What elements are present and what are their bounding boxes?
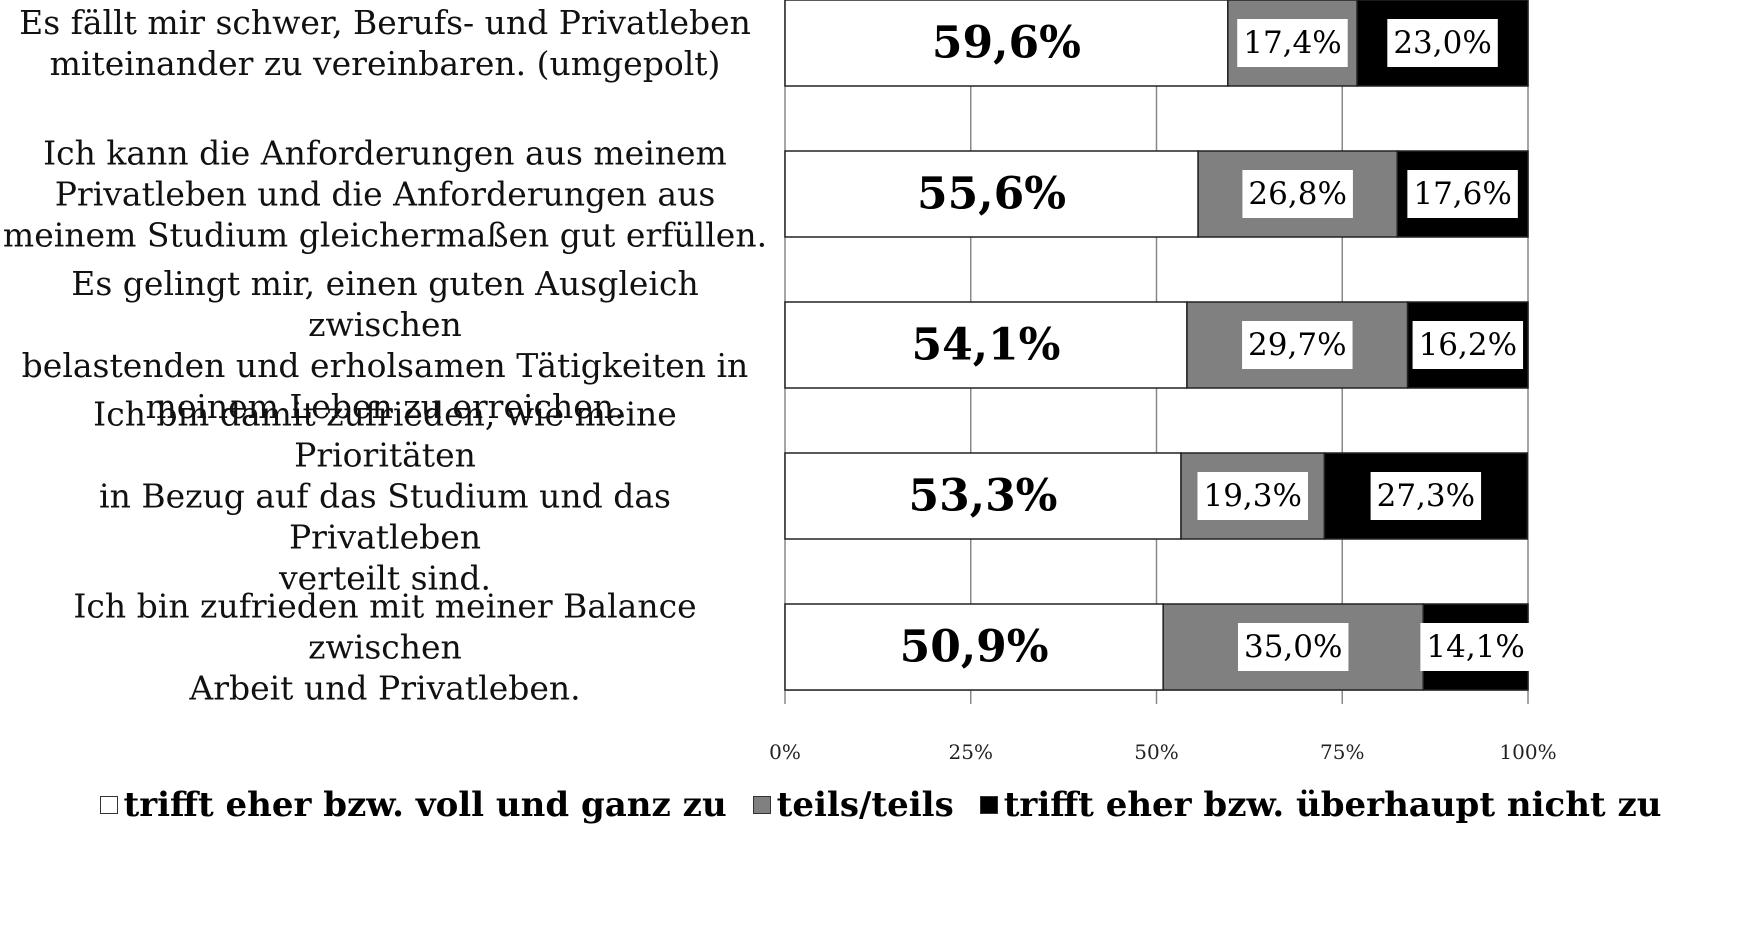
label-box bbox=[1412, 321, 1524, 369]
value-label-box: 17,4% bbox=[1237, 19, 1348, 67]
label-box bbox=[1370, 472, 1482, 520]
value-label-box: 17,6% bbox=[1407, 170, 1518, 218]
label-box bbox=[1197, 472, 1308, 520]
value-label: 17,4% bbox=[1243, 25, 1341, 61]
legend-swatch bbox=[99, 796, 118, 814]
legend-item: trifft eher bzw. voll und ganz zu bbox=[99, 785, 727, 825]
value-label-box: 29,7% bbox=[1242, 321, 1353, 369]
value-label-box: 26,8% bbox=[1242, 170, 1353, 218]
value-label: 53,3% bbox=[909, 471, 1058, 522]
value-label: 23,0% bbox=[1393, 25, 1491, 61]
category-label: Ich kann die Anforderungen aus meinem Pr… bbox=[2, 133, 768, 255]
label-box bbox=[1420, 623, 1531, 671]
legend-label: trifft eher bzw. voll und ganz zu bbox=[123, 785, 727, 825]
legend-label: teils/teils bbox=[776, 785, 954, 825]
value-label: 59,6% bbox=[932, 18, 1081, 69]
value-label: 29,7% bbox=[1248, 327, 1346, 363]
label-box bbox=[1237, 623, 1349, 671]
x-tick-label: 75% bbox=[1320, 740, 1364, 764]
legend-swatch bbox=[979, 796, 998, 814]
category-label: Es gelingt mir, einen guten Ausgleich zw… bbox=[21, 264, 749, 426]
x-tick-label: 100% bbox=[1499, 740, 1556, 764]
x-tick-label: 0% bbox=[769, 740, 801, 764]
bar-segment bbox=[784, 0, 1229, 87]
legend-swatch bbox=[752, 796, 771, 814]
legend-item: trifft eher bzw. überhaupt nicht zu bbox=[979, 785, 1662, 825]
legend-item: teils/teils bbox=[752, 785, 954, 825]
value-label-box: 35,0% bbox=[1237, 623, 1349, 671]
bar-segment bbox=[784, 603, 1164, 691]
value-label-box: 14,1% bbox=[1420, 623, 1531, 671]
value-label: 54,1% bbox=[911, 320, 1060, 371]
value-label: 17,6% bbox=[1413, 176, 1511, 212]
label-box bbox=[1237, 19, 1348, 67]
value-label: 19,3% bbox=[1203, 478, 1301, 514]
value-label: 55,6% bbox=[917, 169, 1066, 220]
legend: trifft eher bzw. voll und ganz zu teils/t… bbox=[0, 785, 1761, 825]
x-tick-label: 25% bbox=[949, 740, 993, 764]
category-label: Ich bin zufrieden mit meiner Balance zwi… bbox=[73, 586, 697, 708]
value-label: 27,3% bbox=[1377, 478, 1475, 514]
value-label: 14,1% bbox=[1426, 629, 1524, 665]
value-label: 35,0% bbox=[1244, 629, 1342, 665]
value-label: 26,8% bbox=[1248, 176, 1346, 212]
category-label: Es fällt mir schwer, Berufs- und Privatl… bbox=[19, 3, 751, 83]
bar-segment bbox=[784, 150, 1199, 238]
label-box bbox=[1387, 19, 1498, 67]
category-label: Ich bin damit zufrieden, wie meine Prior… bbox=[93, 394, 677, 598]
label-box bbox=[1242, 170, 1353, 218]
value-label-box: 19,3% bbox=[1197, 472, 1308, 520]
label-box bbox=[1407, 170, 1518, 218]
value-label: 16,2% bbox=[1419, 327, 1517, 363]
bar-segment bbox=[784, 301, 1188, 389]
value-label: 50,9% bbox=[900, 622, 1049, 673]
x-tick-label: 50% bbox=[1134, 740, 1178, 764]
value-label-box: 16,2% bbox=[1412, 321, 1524, 369]
legend-label: trifft eher bzw. überhaupt nicht zu bbox=[1003, 785, 1662, 825]
value-label-box: 27,3% bbox=[1370, 472, 1482, 520]
value-label-box: 23,0% bbox=[1387, 19, 1498, 67]
label-box bbox=[1242, 321, 1353, 369]
bar-segment bbox=[784, 452, 1182, 540]
